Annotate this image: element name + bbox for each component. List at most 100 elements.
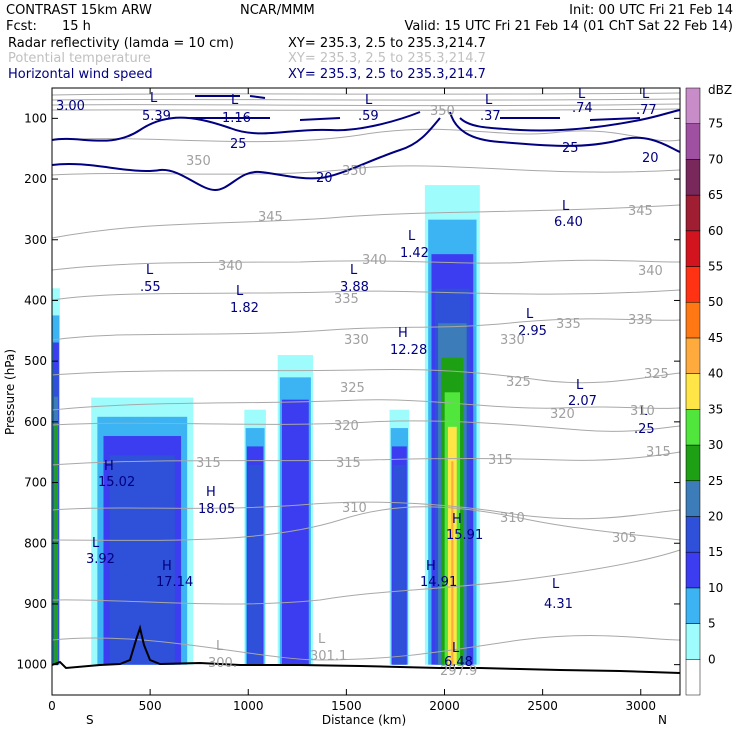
y-axis-label: Pressure (hPa) [3, 349, 17, 435]
hl-type: L [576, 378, 584, 393]
y-tick-label: 600 [24, 415, 47, 429]
hl-type: L [150, 91, 158, 106]
hl-label: 3.92 [86, 552, 115, 567]
fcst-label: Fcst: [6, 19, 37, 34]
plot-area [52, 88, 680, 695]
colorbar-tick-label: 30 [708, 438, 723, 452]
colorbar-swatch [686, 552, 700, 588]
hl-label: 14.91 [420, 575, 457, 590]
hl-label: 18.05 [198, 502, 235, 517]
theta-label-350: 350 [342, 164, 367, 179]
colorbar-tick-label: 75 [708, 117, 723, 131]
theta-label-315: 315 [336, 456, 361, 471]
theta-label-325: 325 [506, 375, 531, 390]
hl-label: .74 [572, 101, 593, 116]
theta-label-320: 320 [334, 419, 359, 434]
hl-type: H [452, 512, 462, 527]
hl-type: L [526, 307, 534, 322]
y-tick-label: 1000 [16, 658, 47, 672]
colorbar-tick-label: 55 [708, 260, 723, 274]
hl-label: 1.16 [222, 111, 251, 126]
hl-type: L [642, 87, 650, 102]
hl-label: 12.28 [390, 343, 427, 358]
hl-type: H [104, 459, 114, 474]
colorbar-swatch [686, 659, 700, 695]
field-reflectivity-name: Radar reflectivity (lamda = 10 cm) [8, 36, 234, 51]
colorbar-tick-label: 10 [708, 581, 723, 595]
x-axis-south-label: S [86, 713, 94, 727]
y-tick-label: 200 [24, 172, 47, 186]
field-wind-xy: XY= 235.3, 2.5 to 235.3,214.7 [288, 67, 486, 82]
theta-label-315: 315 [488, 453, 513, 468]
theta-label-350: 350 [430, 104, 455, 119]
hl-type: L [350, 263, 358, 278]
hl-label: 17.14 [156, 575, 193, 590]
hl-type: L [236, 284, 244, 299]
colorbar-swatch [686, 588, 700, 624]
colorbar-tick-label: 20 [708, 509, 723, 523]
theta-label-340: 340 [638, 264, 663, 279]
colorbar-swatch [686, 409, 700, 445]
theta-marker-label: 300. [208, 656, 237, 671]
theta-label-310: 310 [342, 501, 367, 516]
colorbar-swatch [686, 516, 700, 552]
hl-label: 15.91 [446, 528, 483, 543]
x-tick-label: 1000 [233, 699, 264, 713]
x-tick-label: 2500 [527, 699, 558, 713]
theta-label-335: 335 [556, 317, 581, 332]
hl-type: L [92, 536, 100, 551]
theta-label-330: 330 [500, 333, 525, 348]
theta-label-345: 345 [258, 210, 283, 225]
colorbar-tick-label: 70 [708, 152, 723, 166]
wind-label-20: 20 [642, 151, 659, 166]
colorbar-tick-label: 60 [708, 224, 723, 238]
colorbar-tick-label: 35 [708, 402, 723, 416]
hl-type: H [162, 559, 172, 574]
theta-marker-label: 297.9 [440, 664, 477, 679]
theta-label-305: 305 [612, 531, 637, 546]
theta-label-345: 345 [628, 204, 653, 219]
hl-type: L [452, 641, 460, 656]
x-tick-label: 500 [139, 699, 162, 713]
hl-label: 4.31 [544, 597, 573, 612]
model-title: CONTRAST 15km ARW [6, 3, 152, 18]
hl-type: H [206, 485, 216, 500]
hl-type: L [578, 87, 586, 102]
reflectivity-cell-4-level-4 [393, 465, 406, 665]
hl-label: .37 [480, 109, 501, 124]
hl-type: L [365, 93, 373, 108]
theta-label-325: 325 [644, 367, 669, 382]
theta-label-310: 310 [500, 511, 525, 526]
y-tick-label: 400 [24, 293, 47, 307]
hl-label: .55 [140, 280, 161, 295]
hl-label: 6.40 [554, 215, 583, 230]
colorbar-swatch [686, 88, 700, 124]
hl-label: 1.82 [230, 301, 259, 316]
colorbar-tick-label: 45 [708, 331, 723, 345]
colorbar-tick-label: 50 [708, 295, 723, 309]
reflectivity-cell-0-level-6 [54, 424, 57, 665]
colorbar-tick-label: 15 [708, 545, 723, 559]
valid-time: Valid: 15 UTC Fri 21 Feb 14 (01 ChT Sat … [404, 19, 733, 34]
x-tick-label: 3000 [625, 699, 656, 713]
colorbar-swatch [686, 338, 700, 374]
colorbar-tick-label: 0 [708, 652, 716, 666]
hl-label: .59 [358, 109, 379, 124]
hl-label: 5.39 [142, 109, 171, 124]
theta-marker-type: L [318, 632, 326, 647]
x-tick-label: 2000 [429, 699, 460, 713]
init-time: Init: 00 UTC Fri 21 Feb 14 [569, 3, 733, 18]
org-label: NCAR/MMM [240, 3, 315, 18]
theta-label-335: 335 [628, 313, 653, 328]
hl-type: L [408, 229, 416, 244]
y-tick-label: 900 [24, 597, 47, 611]
hl-label: .25 [634, 422, 655, 437]
y-tick-label: 300 [24, 233, 47, 247]
y-tick-label: 700 [24, 476, 47, 490]
theta-marker-label: 301.1 [310, 649, 347, 664]
colorbar-swatch [686, 159, 700, 195]
reflectivity-cell-2-level-4 [248, 465, 262, 665]
wind-label-25: 25 [562, 141, 579, 156]
wind-label-20: 20 [316, 171, 333, 186]
